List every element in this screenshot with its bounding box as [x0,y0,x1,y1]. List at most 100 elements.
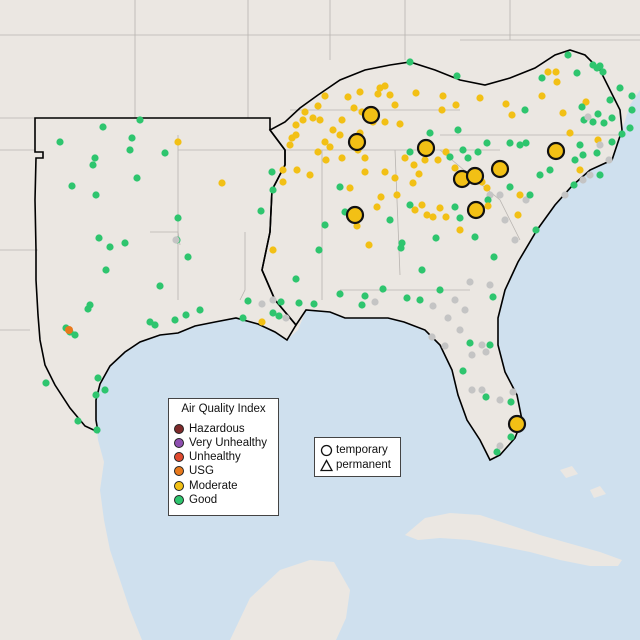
monitor-marker[interactable] [381,168,389,176]
monitor-marker[interactable] [432,234,440,242]
monitor-marker[interactable] [482,393,490,401]
monitor-marker[interactable] [239,314,247,322]
monitor-marker[interactable] [106,243,114,251]
monitor-marker[interactable] [626,124,634,132]
monitor-marker[interactable] [483,139,491,147]
monitor-marker[interactable] [92,391,100,399]
monitor-marker[interactable] [486,341,494,349]
monitor-marker[interactable] [429,302,437,310]
monitor-marker[interactable] [466,278,474,286]
large-monitor-markers[interactable] [345,105,566,434]
monitor-marker[interactable] [552,68,560,76]
monitor-marker[interactable] [279,166,287,174]
monitor-marker[interactable] [434,156,442,164]
monitor-marker[interactable] [196,306,204,314]
monitor-marker[interactable] [579,176,587,184]
monitor-marker[interactable] [374,90,382,98]
monitor-marker[interactable] [571,156,579,164]
monitor-marker[interactable] [314,102,322,110]
monitor-marker[interactable] [493,448,501,456]
monitor-marker[interactable] [269,309,277,317]
monitor-marker[interactable] [409,179,417,187]
monitor-marker[interactable] [42,379,50,387]
monitor-marker[interactable] [441,342,449,350]
monitor-marker[interactable] [442,148,450,156]
monitor-marker[interactable] [361,154,369,162]
monitor-marker[interactable] [322,156,330,164]
monitor-marker[interactable] [416,296,424,304]
large-monitor-marker[interactable] [490,159,510,179]
monitor-marker[interactable] [309,114,317,122]
monitor-marker[interactable] [91,154,99,162]
monitor-marker[interactable] [566,129,574,137]
monitor-marker[interactable] [599,68,607,76]
monitor-marker[interactable] [559,109,567,117]
monitor-marker[interactable] [468,386,476,394]
monitor-marker[interactable] [401,154,409,162]
monitor-marker[interactable] [451,296,459,304]
monitor-marker[interactable] [436,204,444,212]
monitor-marker[interactable] [438,106,446,114]
monitor-marker[interactable] [126,146,134,154]
monitor-marker[interactable] [459,146,467,154]
monitor-marker[interactable] [306,171,314,179]
monitor-marker[interactable] [336,290,344,298]
monitor-marker[interactable] [121,239,129,247]
monitor-marker[interactable] [101,386,109,394]
monitor-marker[interactable] [356,88,364,96]
monitor-marker[interactable] [516,191,524,199]
monitor-marker[interactable] [344,93,352,101]
monitor-marker[interactable] [506,139,514,147]
monitor-marker[interactable] [89,161,97,169]
monitor-marker[interactable] [484,196,492,204]
monitor-marker[interactable] [538,74,546,82]
monitor-marker[interactable] [411,206,419,214]
monitor-marker[interactable] [258,318,266,326]
monitor-marker[interactable] [326,143,334,151]
monitor-marker[interactable] [573,69,581,77]
monitor-marker[interactable] [269,186,277,194]
monitor-marker[interactable] [522,196,530,204]
monitor-marker[interactable] [582,98,590,106]
monitor-marker[interactable] [466,339,474,347]
monitor-marker[interactable] [386,216,394,224]
monitor-marker[interactable] [336,131,344,139]
monitor-marker[interactable] [544,68,552,76]
monitor-marker[interactable] [474,148,482,156]
monitor-marker[interactable] [606,96,614,104]
monitor-marker[interactable] [371,298,379,306]
monitor-marker[interactable] [358,301,366,309]
monitor-marker[interactable] [406,148,414,156]
large-monitor-marker[interactable] [465,166,485,186]
monitor-marker[interactable] [171,316,179,324]
monitor-marker[interactable] [295,299,303,307]
monitor-marker[interactable] [68,182,76,190]
monitor-marker[interactable] [269,296,277,304]
monitor-marker[interactable] [393,191,401,199]
monitor-marker[interactable] [482,348,490,356]
monitor-marker[interactable] [593,149,601,157]
monitor-marker[interactable] [546,166,554,174]
monitor-marker[interactable] [453,72,461,80]
monitor-marker[interactable] [415,170,423,178]
monitor-marker[interactable] [442,213,450,221]
monitor-marker[interactable] [553,78,561,86]
monitor-marker[interactable] [596,62,604,70]
monitor-marker[interactable] [310,300,318,308]
monitor-marker[interactable] [429,213,437,221]
monitor-marker[interactable] [451,203,459,211]
monitor-marker[interactable] [423,211,431,219]
monitor-marker[interactable] [321,92,329,100]
monitor-marker[interactable] [361,168,369,176]
large-monitor-marker[interactable] [361,105,381,125]
monitor-marker[interactable] [386,91,394,99]
monitor-marker[interactable] [275,312,283,320]
monitor-marker[interactable] [496,396,504,404]
monitor-marker[interactable] [102,266,110,274]
monitor-marker[interactable] [174,138,182,146]
monitor-marker[interactable] [496,442,504,450]
monitor-marker[interactable] [84,305,92,313]
monitor-marker[interactable] [133,174,141,182]
monitor-marker[interactable] [321,138,329,146]
monitor-marker[interactable] [338,116,346,124]
